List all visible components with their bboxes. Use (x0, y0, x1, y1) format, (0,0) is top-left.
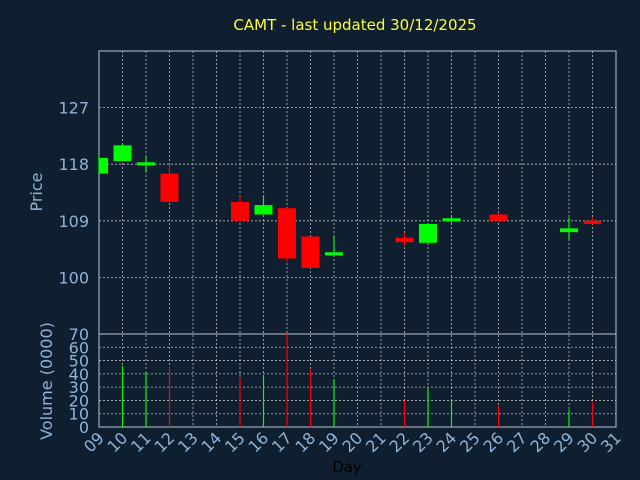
grid (98, 51, 617, 428)
candle-body (442, 218, 461, 222)
volume-bars (121, 334, 594, 427)
volume-axis-label: Volume (0000) (37, 322, 56, 440)
price-axis-label: Price (27, 172, 46, 211)
volume-panel (98, 333, 617, 428)
candle-body (113, 145, 132, 162)
candle-body (583, 220, 602, 224)
candle-body (137, 162, 155, 166)
volume-tick-label: 10 (69, 405, 89, 424)
price-tick-label: 109 (58, 212, 89, 231)
candle-body (301, 236, 320, 268)
candle-body (419, 223, 437, 243)
candle-body (231, 201, 249, 221)
volume-tick-label: 20 (69, 391, 89, 410)
volume-tick-label: 40 (69, 365, 89, 384)
candle-body (278, 208, 296, 259)
price-tick-label: 118 (58, 155, 89, 174)
candle-body (160, 173, 179, 202)
candles (98, 143, 602, 268)
volume-tick-label: 50 (69, 352, 89, 371)
candle-body (489, 214, 508, 221)
volume-tick-label: 30 (69, 378, 89, 397)
candle-body (560, 228, 578, 233)
volume-tick-label: 60 (69, 338, 89, 357)
candle-body (99, 157, 108, 174)
volume-tick-label: 70 (69, 325, 89, 344)
chart-title: CAMT - last updated 30/12/2025 (233, 16, 476, 34)
candle-body (325, 252, 343, 256)
candle-body (395, 237, 414, 243)
price-tick-label: 100 (58, 268, 89, 287)
price-tick-label: 127 (58, 99, 89, 118)
x-axis-label: Day (332, 458, 362, 476)
x-tick-label: 31 (597, 428, 625, 456)
candle-body (254, 205, 273, 215)
volume-tick-label: 0 (79, 418, 89, 437)
